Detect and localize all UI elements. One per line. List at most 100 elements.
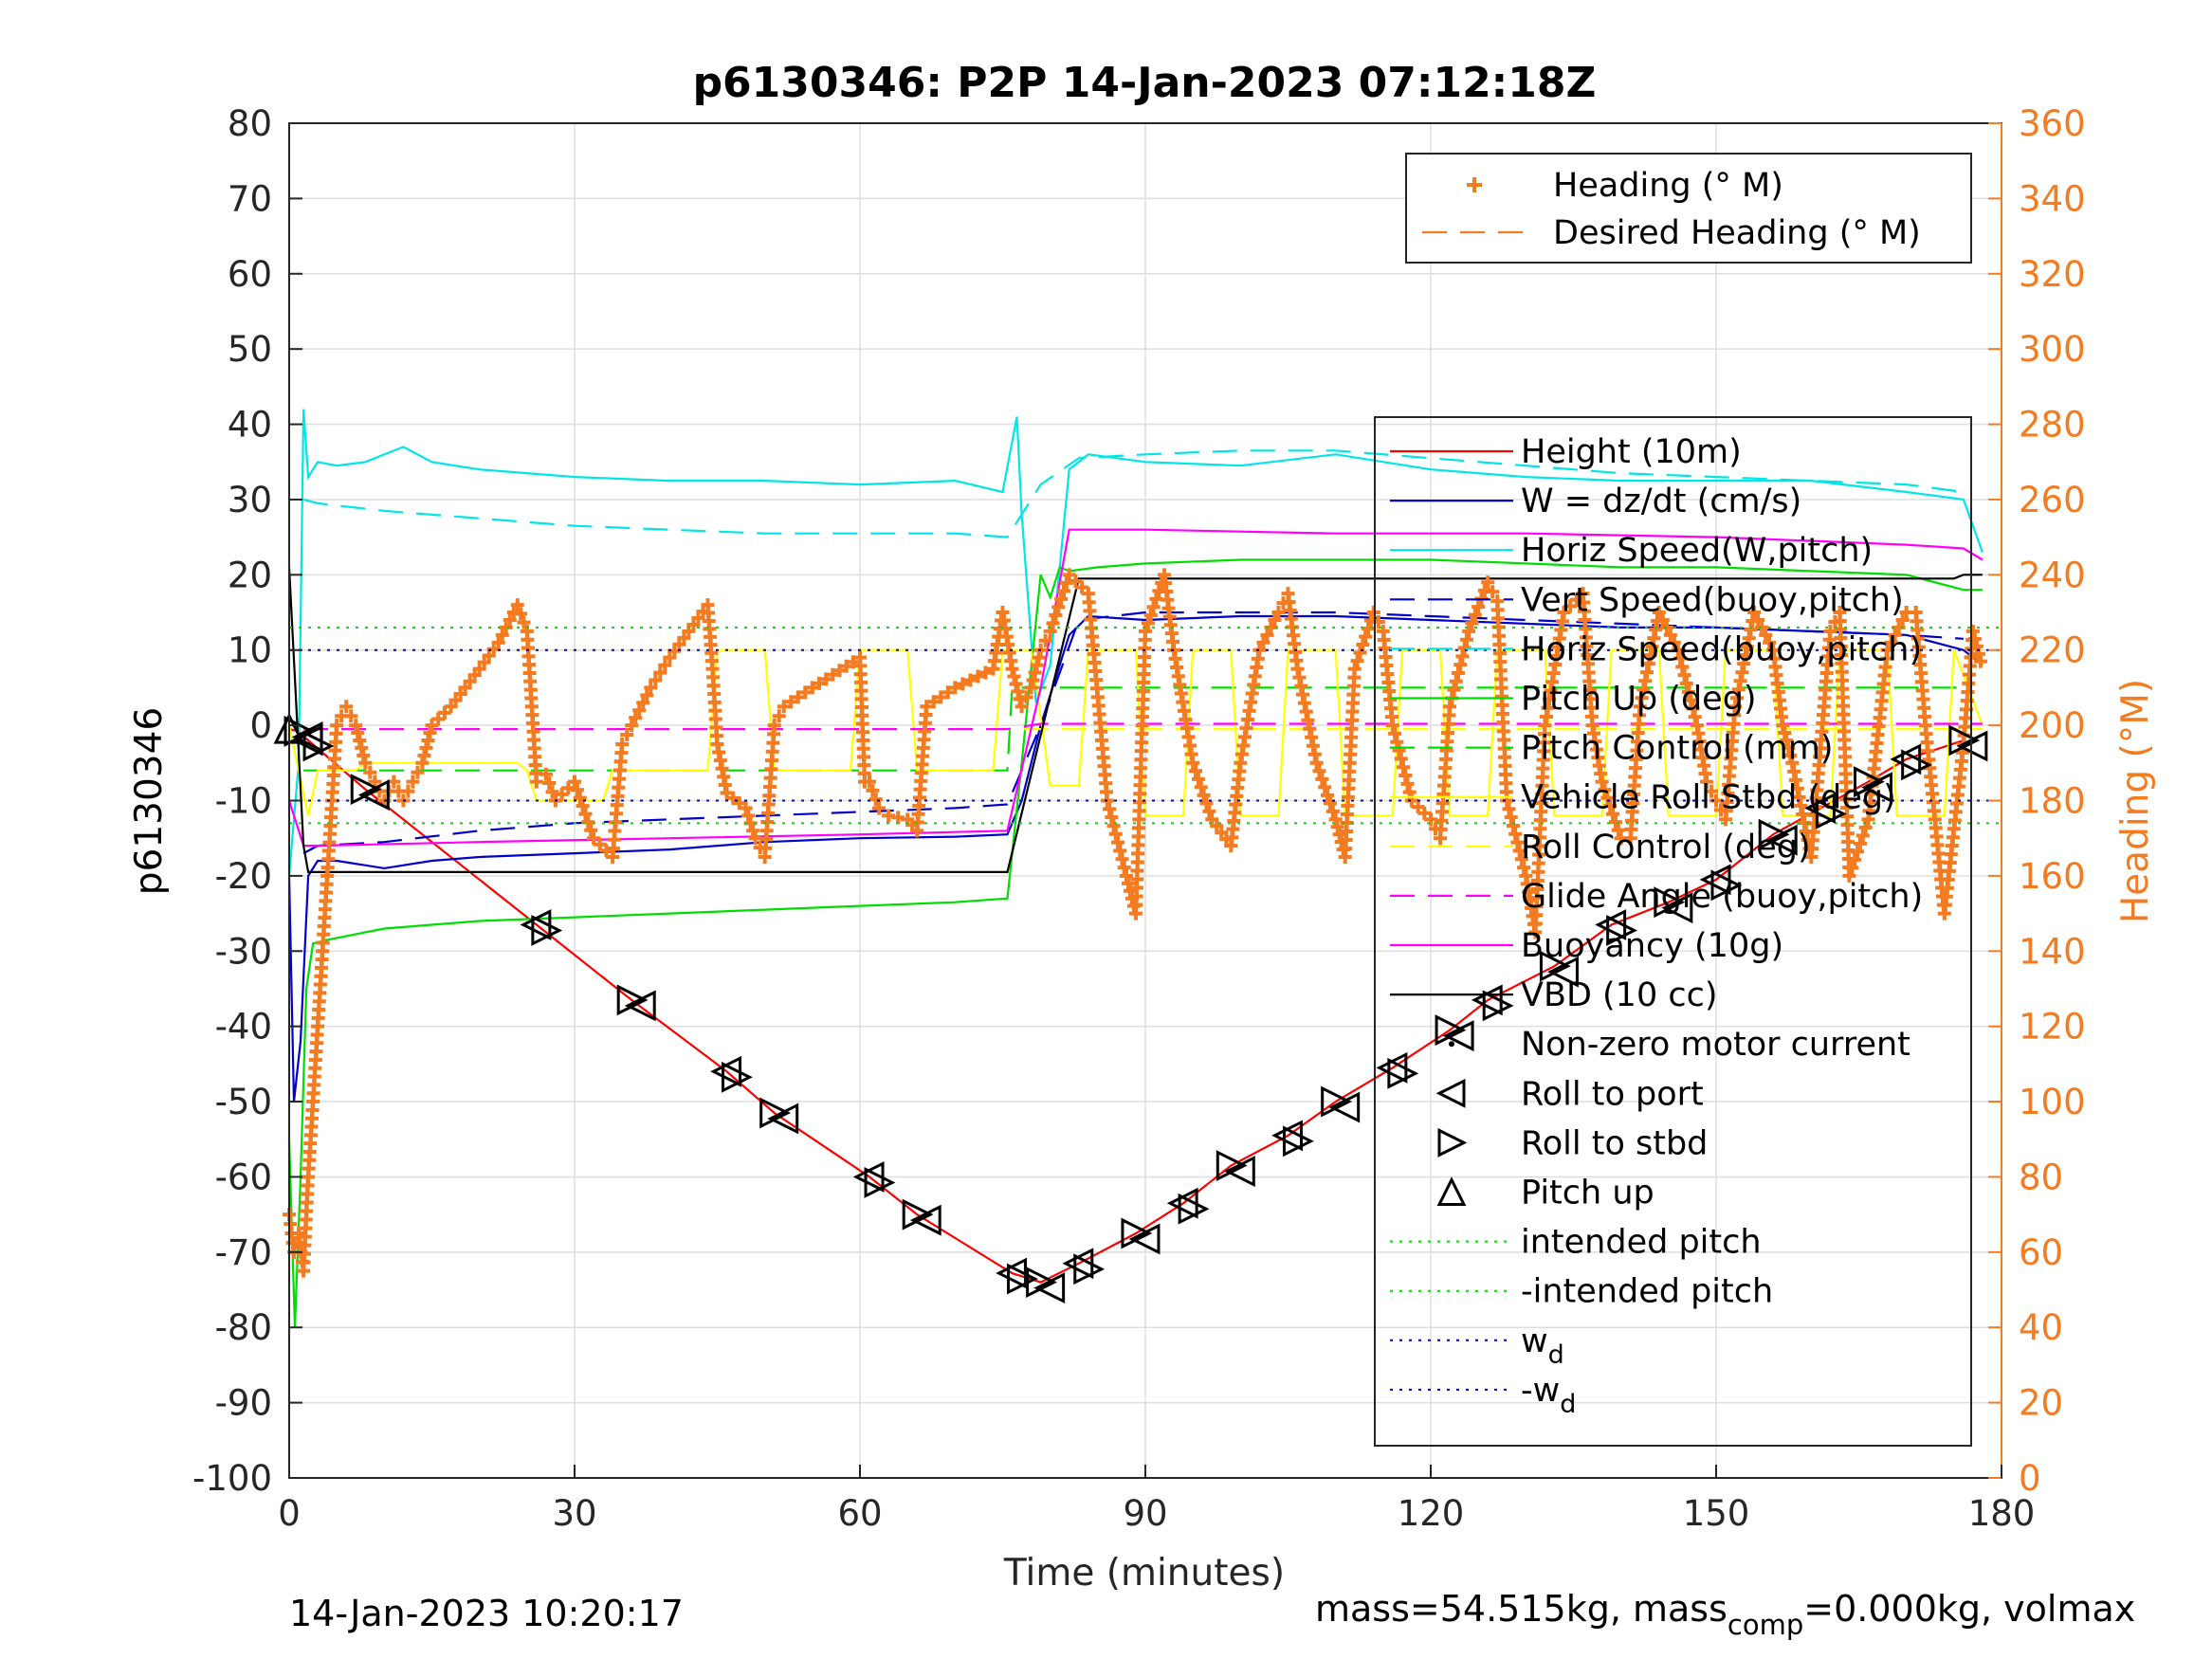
heading-legend-items: Heading (° M) Desired Heading (° M) [1422, 167, 1921, 252]
heading-m-legend-label: Heading (° M) [1553, 167, 1783, 205]
legend-label-text: Desired Heading (° M) [1553, 214, 1921, 252]
heading-point [1679, 677, 1693, 691]
heading-point [746, 824, 760, 838]
heading-point [1390, 735, 1404, 749]
legend-label-text: Roll Control (deg) [1521, 829, 1811, 866]
heading-point [1704, 784, 1718, 798]
roll-to-stbd-legend-label: Roll to stbd [1521, 1124, 1708, 1162]
heading-point [363, 765, 377, 779]
legend-label-text: VBD (10 cc) [1521, 976, 1718, 1014]
right-tick-label: 220 [2019, 630, 2086, 671]
footer-mass-suffix: =0.000kg, volmax [1803, 1588, 2135, 1630]
heading-point [1315, 772, 1329, 786]
heading-point [1011, 684, 1025, 699]
left-axis: 80 70 60 50 40 30 20 10 0 -10 -20 -30 -40 -50 -60 -70 -8… [192, 103, 302, 1499]
heading-point [1032, 650, 1046, 665]
legend-label-text: Buoyancy (10g) [1521, 927, 1783, 965]
vehicle-roll-stbd-deg-series [287, 648, 1983, 817]
pitch-control-mm-legend-label: Pitch Control (mm) [1521, 730, 1833, 768]
roll-control-deg-legend-label: Roll Control (deg) [1521, 829, 1811, 866]
footer-mass-sub: comp [1728, 1609, 1803, 1641]
heading-point [846, 655, 860, 669]
roll-port-marker [909, 1204, 941, 1236]
w-dz-dt-cm-s-legend-label: W = dz/dt (cm/s) [1521, 483, 1801, 520]
heading-point [570, 783, 584, 797]
right-tick-label: 100 [2019, 1082, 2086, 1122]
heading-point [1356, 638, 1370, 652]
heading-point [1186, 756, 1200, 770]
heading-point [1366, 606, 1380, 620]
heading-point [1385, 719, 1399, 733]
heading-point [1965, 624, 1980, 638]
legend-label-text: Horiz Speed(buoy,pitch) [1521, 630, 1922, 668]
heading-point [1026, 673, 1040, 687]
heading-point [1688, 710, 1702, 724]
heading-point [1189, 764, 1203, 778]
vert-speed-buoy-pitch-legend-label: Vert Speed(buoy,pitch) [1521, 581, 1904, 619]
heading-point [632, 703, 647, 718]
heading-point [1202, 804, 1216, 818]
vbd-10-cc-series [287, 567, 1983, 873]
heading-point [539, 767, 553, 781]
heading-point [920, 700, 934, 714]
roll-stbd-marker [1482, 990, 1514, 1022]
left-tick-label: 0 [249, 705, 272, 746]
heading-point [1005, 662, 1019, 676]
heading-point [832, 664, 847, 678]
heading-point [1030, 658, 1044, 672]
right-tick-label: 160 [2019, 856, 2086, 897]
heading-point [620, 728, 634, 742]
heading-point [798, 685, 813, 700]
heading-point [978, 665, 993, 680]
heading-point [1856, 829, 1870, 843]
heading-point [1447, 683, 1461, 697]
intended-pitch-legend-label: -intended pitch [1521, 1273, 1773, 1311]
legend-label-text: W = dz/dt (cm/s) [1521, 483, 1801, 520]
right-tick-label: 260 [2019, 480, 2086, 520]
roll-stbd-marker [864, 1167, 896, 1198]
heading-point [1256, 635, 1271, 649]
heading-point [330, 719, 344, 733]
roll-stbd-marker [1710, 869, 1743, 902]
heading-point [1119, 868, 1133, 883]
heading-point [1057, 584, 1070, 598]
roll-stbd-marker [1178, 1193, 1210, 1225]
heading-point [1049, 608, 1063, 622]
heading-point [1141, 616, 1155, 630]
left-tick-label: 50 [228, 329, 272, 370]
roll-port-marker [1547, 956, 1579, 988]
heading-point [1007, 669, 1021, 684]
heading-point [1595, 775, 1609, 789]
heading-point [956, 677, 970, 691]
heading-point [495, 628, 509, 642]
heading-point [805, 681, 819, 695]
heading-point [866, 783, 880, 797]
heading-point [791, 690, 805, 704]
heading-point [1455, 649, 1470, 664]
roll-stbd-marker [1283, 1125, 1314, 1158]
heading-point [1699, 775, 1713, 789]
heading-point [1973, 654, 1987, 668]
right-tick-label: 80 [2019, 1157, 2063, 1197]
heading-point [1113, 844, 1127, 858]
heading-point [1121, 876, 1135, 890]
horiz-speed-buoy-pitch-series [302, 449, 1965, 538]
legend-label-text: w [1521, 1322, 1548, 1360]
heading-point [1608, 815, 1622, 830]
heading-point [948, 681, 962, 695]
heading-point [1054, 592, 1069, 606]
roll-stbd-marker [1901, 749, 1933, 781]
heading-point [356, 748, 371, 762]
heading-point [1684, 693, 1698, 707]
heading-point [1514, 852, 1528, 866]
left-tick-label: -60 [215, 1157, 272, 1197]
heading-point [1019, 690, 1033, 704]
heading-point [1117, 861, 1131, 875]
left-tick-label: 60 [228, 254, 272, 295]
left-tick-label: -90 [215, 1383, 272, 1424]
heading-point [629, 711, 643, 725]
heading-point [1895, 612, 1910, 627]
heading-point [1394, 752, 1408, 766]
heading-point [1502, 802, 1516, 816]
heading-legend: Heading (° M) Desired Heading (° M) [1405, 153, 1972, 264]
